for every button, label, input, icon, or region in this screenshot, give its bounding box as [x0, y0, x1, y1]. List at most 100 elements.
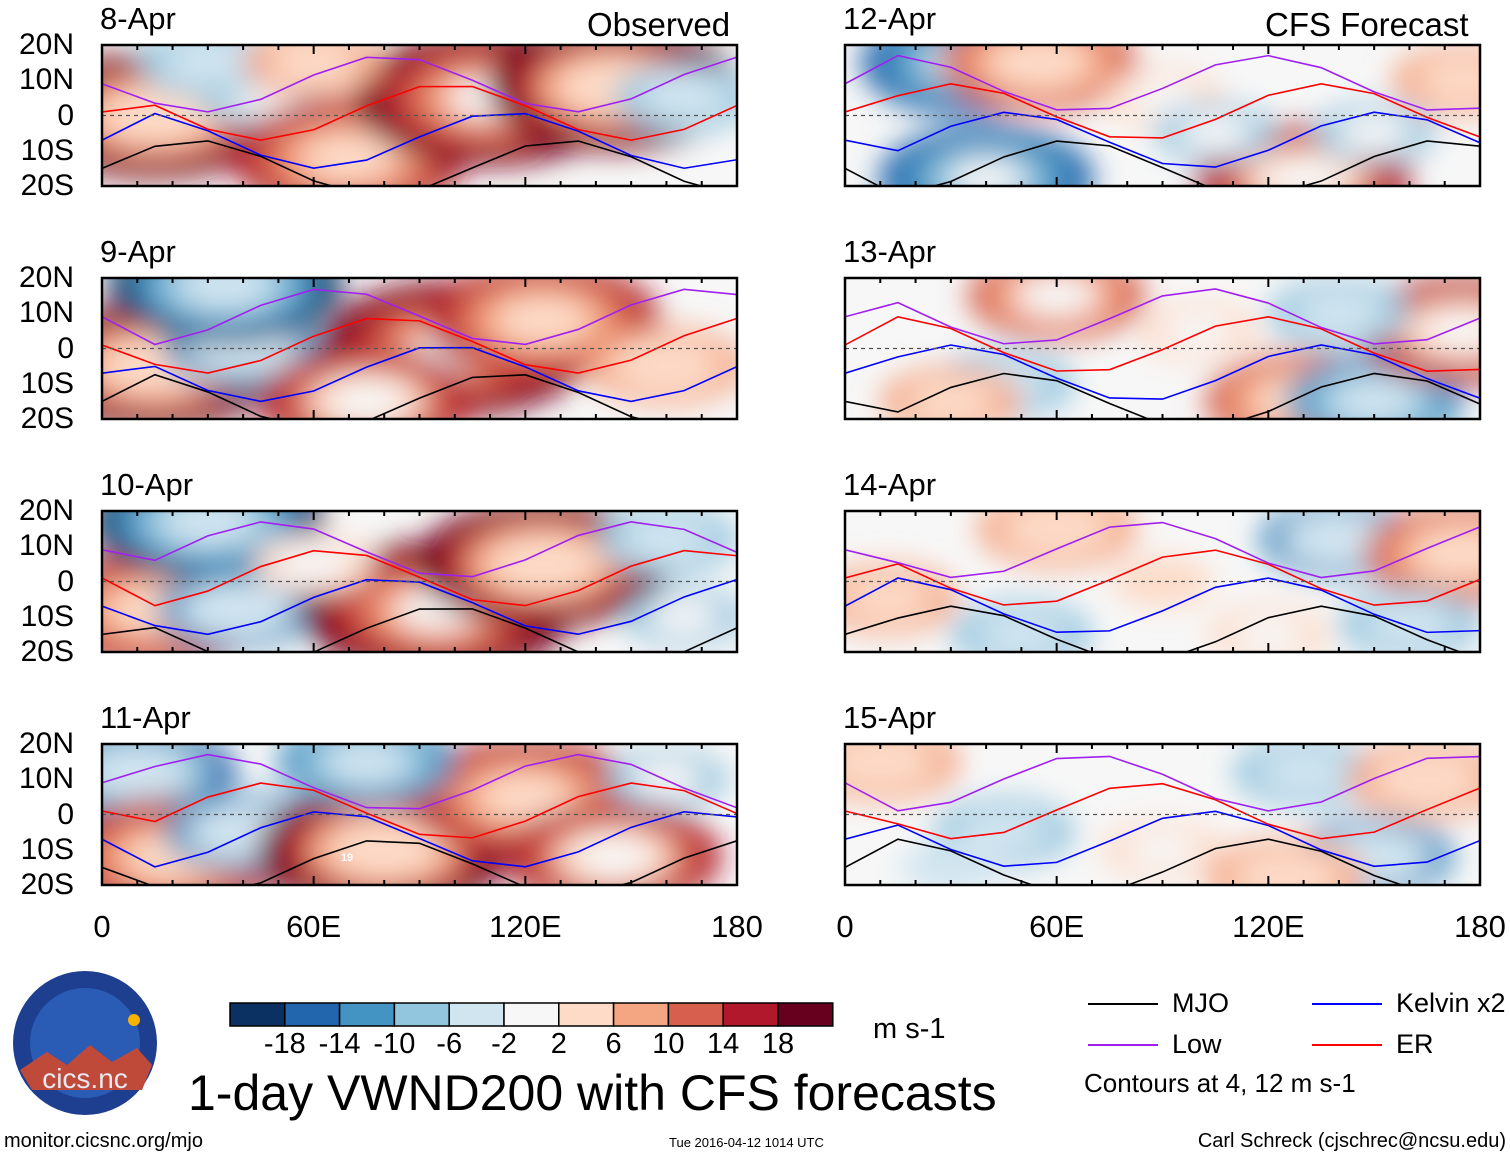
anomaly-blob	[1178, 114, 1253, 152]
panel-13-Apr	[845, 278, 1480, 419]
x-tick-label: 180	[1454, 909, 1506, 944]
y-tick-label: 10N	[18, 529, 74, 563]
colorbar-swatch	[229, 1002, 286, 1027]
anomaly-blob	[845, 744, 937, 790]
x-tick-label: 60E	[286, 909, 342, 944]
author-credit: Carl Schreck (cjschrec@ncsu.edu)	[1197, 1130, 1506, 1152]
panel-date-label: 9-Apr	[100, 234, 176, 269]
panel-10-Apr	[102, 511, 737, 652]
y-tick-label: 20N	[18, 727, 74, 760]
colorbar-swatch	[612, 1002, 670, 1027]
panel-9-Apr	[102, 278, 737, 419]
panel-8-Apr	[102, 45, 737, 186]
colorbar-tick-label: 6	[605, 1028, 622, 1060]
contour-line	[102, 288, 737, 346]
contour-line	[102, 782, 737, 839]
x-tick-label: 120E	[489, 909, 562, 944]
legend-label: MJO	[1172, 988, 1229, 1018]
y-tick-label: 10N	[18, 296, 74, 330]
panel-14-Apr	[845, 511, 1480, 652]
colorbar-tick-label: 2	[550, 1028, 567, 1060]
contour-line	[102, 140, 704, 186]
panel-date-label: 11-Apr	[100, 700, 191, 735]
x-tick-label: 0	[836, 909, 854, 944]
panel-15-Apr	[845, 744, 1480, 885]
colorbar-tick-label: 10	[652, 1028, 685, 1060]
legend-line-mjo	[1088, 1003, 1158, 1005]
colorbar-swatch	[667, 1002, 724, 1027]
y-tick-label: 20N	[18, 28, 74, 61]
colorbar-units: m s-1	[873, 1013, 946, 1045]
anomaly-blob	[1014, 278, 1099, 317]
anomaly-blob	[267, 45, 361, 86]
anomaly-blob	[478, 773, 572, 821]
anomaly-blob	[1415, 57, 1480, 104]
contour-line	[102, 56, 737, 113]
contour-line	[102, 549, 737, 607]
legend-label: Kelvin x2	[1396, 988, 1506, 1018]
anomaly-blob	[987, 45, 1091, 89]
anomaly-blob	[1160, 312, 1235, 350]
site-link[interactable]: monitor.cicsnc.org/mjo	[4, 1130, 203, 1152]
contour-line	[845, 82, 1480, 139]
y-tick-label: 10S	[20, 599, 74, 633]
anomaly-blob	[904, 378, 998, 419]
anomaly-blob	[179, 278, 272, 309]
colorbar-tick-label: -10	[373, 1028, 416, 1060]
anomaly-blob	[276, 545, 351, 583]
contour-line	[102, 317, 737, 374]
anomaly-blob	[180, 581, 292, 638]
panel-11-Apr	[102, 744, 737, 885]
anomaly-blob	[102, 87, 211, 144]
y-tick-label: 20S	[20, 635, 74, 668]
anomaly-blob	[161, 511, 255, 545]
anomaly-blob	[1363, 600, 1456, 648]
legend-label: Low	[1172, 1029, 1222, 1059]
anomaly-blob	[647, 598, 722, 636]
anomaly-blob	[899, 841, 1002, 885]
contour-line	[845, 755, 1480, 812]
colorbar-swatch	[338, 1002, 396, 1027]
contour-line	[845, 288, 1480, 345]
anomaly-blob	[161, 45, 255, 86]
x-tick-label: 180	[711, 909, 763, 944]
y-tick-label: 10N	[18, 63, 74, 97]
anomaly-blob	[1125, 79, 1200, 117]
anomaly-blob	[329, 382, 404, 419]
anomaly-blob	[1125, 831, 1200, 869]
column-title-forecast: CFS Forecast	[1265, 6, 1469, 43]
y-tick-label: 20N	[18, 261, 74, 294]
panel-date-label: 12-Apr	[843, 1, 937, 36]
colorbar-swatch	[448, 1002, 505, 1027]
contour-line	[845, 521, 1480, 579]
panel-date-label: 14-Apr	[843, 467, 937, 502]
y-tick-label: 0	[57, 331, 74, 365]
colorbar-tick-label: 18	[761, 1028, 795, 1060]
column-title-observed: Observed	[587, 6, 731, 43]
contour-line	[845, 838, 1405, 885]
contour-line	[102, 346, 737, 403]
annotation-label: 19	[340, 851, 354, 864]
anomaly-blob	[1371, 751, 1480, 808]
contour-line	[845, 605, 1463, 652]
anomaly-blob	[576, 838, 651, 876]
anomaly-blob	[974, 611, 1068, 652]
x-tick-label: 0	[93, 909, 111, 944]
anomaly-blob	[1000, 511, 1113, 557]
colorbar-swatch	[777, 1002, 834, 1027]
anomaly-blob	[496, 297, 590, 344]
legend-line-er	[1312, 1044, 1382, 1046]
anomaly-blob	[845, 575, 934, 623]
anomaly-blob	[1411, 527, 1480, 579]
anomaly-blob	[949, 160, 1024, 186]
y-tick-label: 20N	[18, 494, 74, 527]
legend-label: ER	[1396, 1029, 1434, 1059]
contour-line	[102, 810, 737, 868]
y-tick-label: 10S	[20, 133, 74, 167]
colorbar-tick-label: 14	[707, 1028, 740, 1060]
contour-line	[845, 54, 1480, 111]
contour-line	[102, 112, 737, 170]
panel-12-Apr	[845, 45, 1480, 186]
